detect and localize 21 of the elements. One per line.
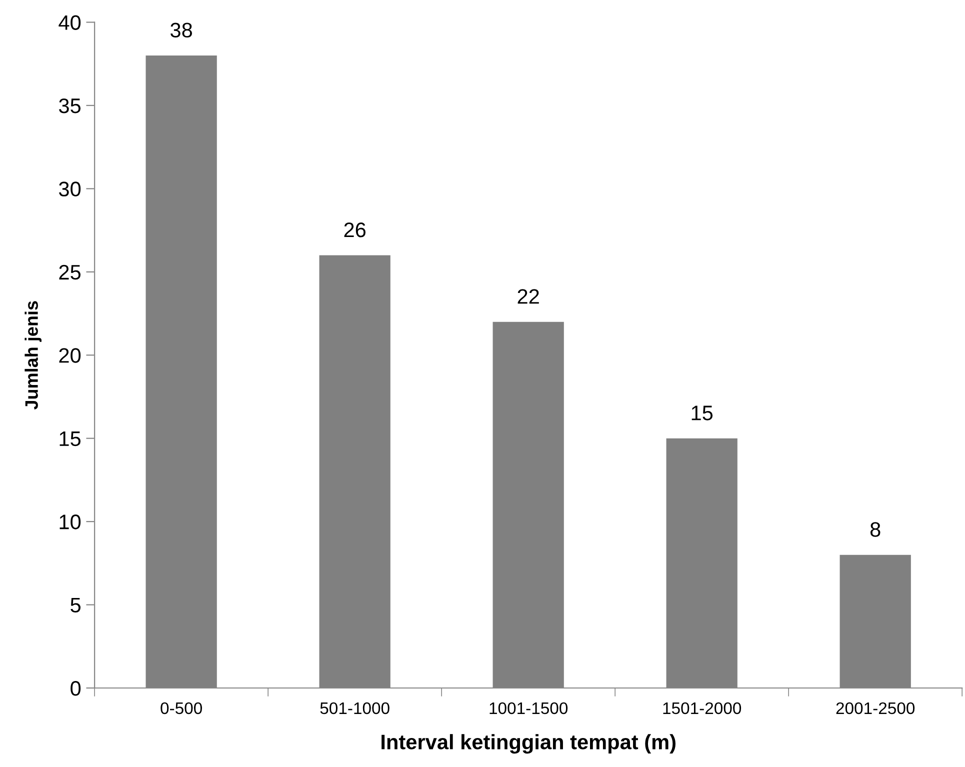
y-tick-label: 20 [59,348,81,363]
data-label: 22 [518,289,539,304]
y-tick-label: 5 [70,598,81,613]
y-tick-label: 30 [59,182,81,196]
y-tick-label: 0 [70,681,81,696]
data-label: 15 [692,406,713,420]
x-tick-label: 501-1000 [320,702,390,714]
y-tick-label: 25 [59,264,81,280]
x-tick-label: 1501-2000 [663,702,742,714]
x-tick-label: 1001-1500 [490,702,568,714]
y-axis-title: Jumlah jenis [24,301,42,410]
data-label: 26 [344,222,366,238]
x-axis-title: Interval ketinggian tempat (m) [382,734,676,754]
data-label: 38 [170,22,192,38]
y-tick-label: 35 [59,98,81,114]
y-tick-label: 10 [60,514,81,530]
data-label: 8 [870,522,880,537]
y-tick-label: 40 [58,15,81,30]
x-tick-label: 2001-2500 [836,702,915,714]
x-tick-label: 0-500 [160,702,202,714]
y-tick-label: 15 [60,432,81,446]
